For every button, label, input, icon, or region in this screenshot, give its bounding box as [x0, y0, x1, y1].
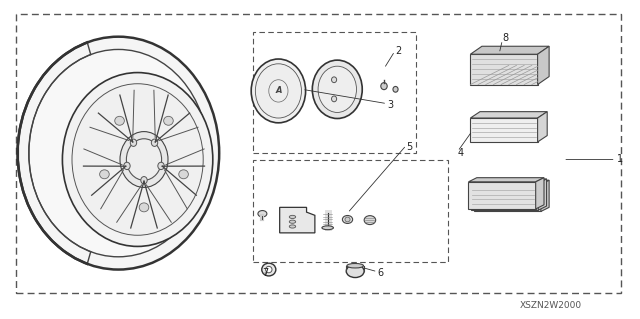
Ellipse shape — [347, 263, 364, 268]
Polygon shape — [471, 183, 538, 210]
Polygon shape — [541, 180, 549, 211]
Ellipse shape — [72, 84, 204, 235]
Bar — [253, 32, 416, 153]
Text: 5: 5 — [406, 142, 413, 152]
Polygon shape — [536, 178, 544, 209]
Bar — [16, 14, 621, 293]
Polygon shape — [468, 178, 544, 182]
Ellipse shape — [345, 217, 350, 222]
Polygon shape — [538, 179, 547, 210]
Polygon shape — [538, 112, 547, 142]
Ellipse shape — [262, 263, 276, 276]
Ellipse shape — [332, 96, 337, 102]
Ellipse shape — [346, 265, 364, 278]
Ellipse shape — [322, 226, 333, 230]
Text: 3: 3 — [387, 100, 394, 110]
Ellipse shape — [318, 66, 356, 113]
Polygon shape — [470, 118, 538, 142]
Text: 1: 1 — [616, 154, 623, 165]
Text: 8: 8 — [502, 33, 509, 43]
Ellipse shape — [29, 49, 208, 257]
Polygon shape — [474, 180, 549, 184]
Ellipse shape — [289, 220, 296, 223]
Bar — [253, 160, 448, 262]
Ellipse shape — [289, 215, 296, 219]
Ellipse shape — [332, 77, 337, 83]
Ellipse shape — [364, 216, 376, 225]
Polygon shape — [468, 182, 536, 209]
Ellipse shape — [312, 60, 362, 119]
Polygon shape — [470, 54, 538, 85]
Ellipse shape — [342, 216, 353, 223]
Ellipse shape — [289, 225, 296, 228]
Ellipse shape — [115, 116, 124, 125]
Ellipse shape — [266, 266, 272, 273]
Ellipse shape — [158, 162, 164, 170]
Ellipse shape — [251, 59, 306, 123]
Ellipse shape — [120, 132, 168, 188]
Ellipse shape — [255, 64, 301, 118]
Ellipse shape — [131, 139, 137, 146]
Ellipse shape — [100, 170, 109, 179]
Ellipse shape — [393, 86, 398, 92]
Text: XSZN2W2000: XSZN2W2000 — [519, 301, 582, 310]
Ellipse shape — [18, 37, 219, 270]
Polygon shape — [470, 112, 547, 118]
Ellipse shape — [63, 73, 212, 247]
Text: 7: 7 — [262, 268, 269, 278]
Ellipse shape — [141, 177, 147, 184]
Ellipse shape — [151, 139, 157, 146]
Polygon shape — [471, 179, 547, 183]
Text: 2: 2 — [395, 46, 401, 56]
Polygon shape — [280, 207, 315, 233]
Ellipse shape — [381, 83, 387, 90]
Text: 6: 6 — [378, 268, 384, 278]
Ellipse shape — [140, 203, 149, 212]
Polygon shape — [470, 46, 549, 54]
Ellipse shape — [124, 162, 130, 170]
Polygon shape — [474, 184, 541, 211]
Ellipse shape — [127, 139, 161, 180]
Ellipse shape — [258, 211, 267, 217]
Text: 4: 4 — [458, 148, 464, 158]
Ellipse shape — [164, 116, 173, 125]
Ellipse shape — [179, 170, 188, 179]
Text: A: A — [275, 86, 282, 95]
Polygon shape — [538, 46, 549, 85]
